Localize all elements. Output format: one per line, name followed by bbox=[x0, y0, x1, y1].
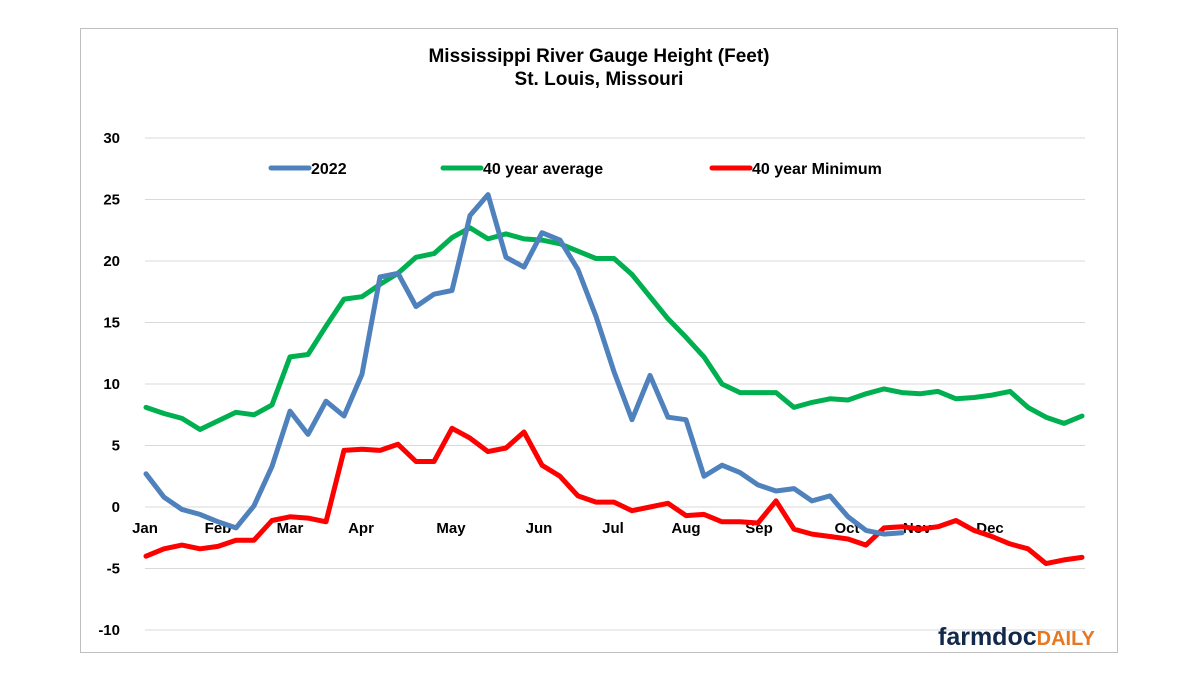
logo-text-accent: DAILY bbox=[1037, 628, 1096, 650]
y-tick-label: 15 bbox=[103, 315, 120, 332]
x-tick-label-aug: Aug bbox=[671, 520, 700, 537]
y-tick-label: 5 bbox=[112, 438, 120, 455]
logo-text-main: farmdoc bbox=[938, 623, 1037, 651]
chart-subtitle: St. Louis, Missouri bbox=[515, 69, 684, 90]
x-tick-label-may: May bbox=[436, 520, 466, 537]
series-lines bbox=[143, 192, 1085, 567]
series-line-2022 bbox=[143, 192, 905, 537]
line-chart: Mississippi River Gauge Height (Feet) St… bbox=[98, 46, 1095, 651]
chart-title: Mississippi River Gauge Height (Feet) bbox=[428, 46, 769, 67]
legend: 2022 40 year average 40 year Minimum bbox=[268, 161, 882, 178]
x-tick-label-jun: Jun bbox=[526, 520, 553, 537]
chart-frame: Mississippi River Gauge Height (Feet) St… bbox=[80, 28, 1118, 653]
y-tick-label: 20 bbox=[103, 253, 120, 270]
legend-label: 40 year Minimum bbox=[752, 161, 882, 178]
y-tick-label: 10 bbox=[103, 376, 120, 393]
x-tick-label-mar: Mar bbox=[277, 520, 304, 537]
y-axis-tick-labels: 30 25 20 15 10 5 0 -5 -10 bbox=[98, 130, 120, 639]
legend-label: 2022 bbox=[311, 161, 347, 178]
farmdoc-daily-logo: farmdocDAILY bbox=[938, 623, 1095, 651]
series-line-40-year-average bbox=[143, 225, 1085, 432]
gridlines bbox=[145, 137, 1085, 631]
svg-text:farmdocDAILY: farmdocDAILY bbox=[938, 623, 1095, 651]
y-tick-label: -5 bbox=[107, 561, 120, 578]
y-tick-label: -10 bbox=[98, 622, 120, 639]
y-tick-label: 25 bbox=[103, 192, 120, 209]
x-tick-label-apr: Apr bbox=[348, 520, 374, 537]
y-tick-label: 0 bbox=[112, 499, 120, 516]
legend-label: 40 year average bbox=[483, 161, 603, 178]
x-tick-label-jul: Jul bbox=[602, 520, 624, 537]
series-line-40-year-minimum bbox=[143, 425, 1085, 567]
x-tick-label-oct: Oct bbox=[834, 520, 859, 537]
y-tick-label: 30 bbox=[103, 130, 120, 147]
x-tick-label-jan: Jan bbox=[132, 520, 158, 537]
